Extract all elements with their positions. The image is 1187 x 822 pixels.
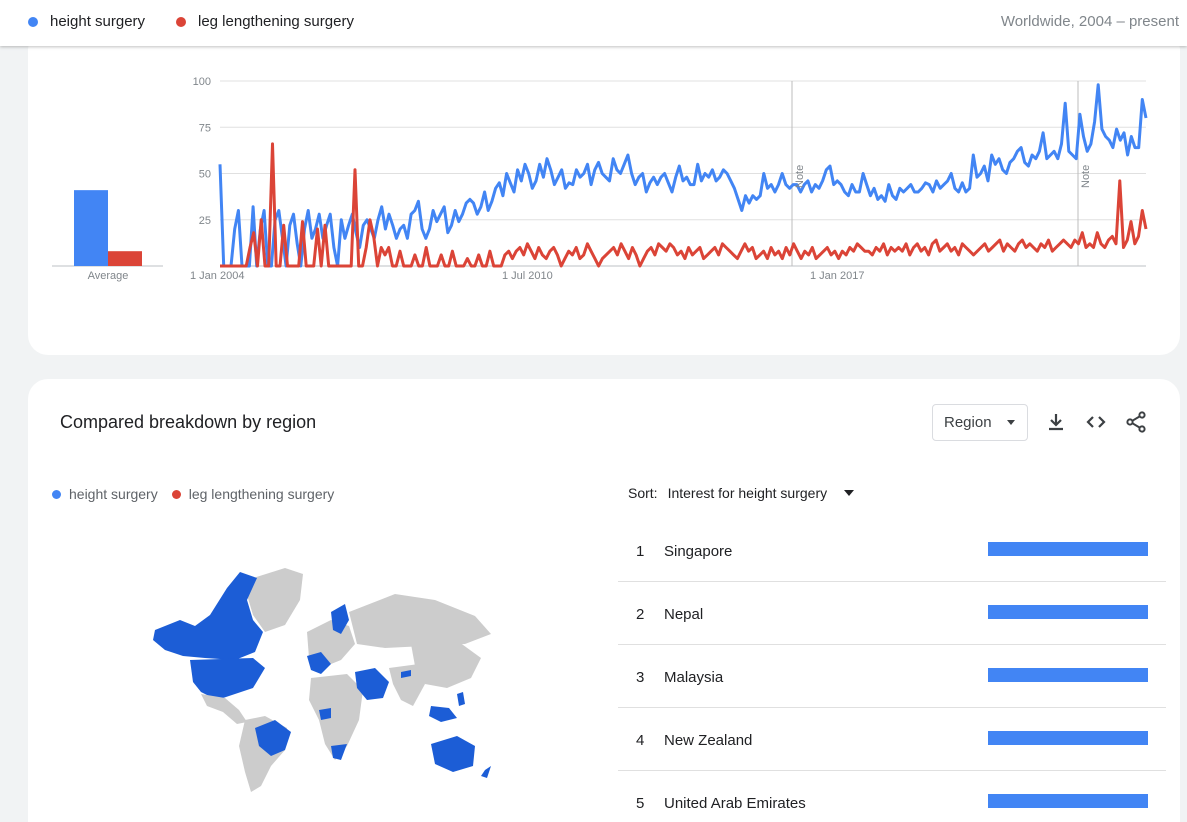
series-line-2[interactable]	[220, 142, 1148, 268]
average-bars	[52, 190, 163, 267]
embed-code-icon[interactable]	[1084, 410, 1108, 434]
map-united-states[interactable]	[190, 658, 265, 700]
world-map[interactable]	[135, 560, 505, 800]
axis-labels: 100 75 50 25 1 Jan 2004 1 Jul 2010 1 Jan 2017 N…	[88, 76, 1092, 282]
legend-item-leg-lengthening[interactable]: leg lengthening surgery	[176, 13, 354, 30]
ranking-row[interactable]: 5 United Arab Emirates	[618, 771, 1166, 822]
ranking-number: 1	[636, 543, 645, 560]
series1-dot-icon	[28, 16, 38, 27]
interest-over-time-chart[interactable]: 100 75 50 25 1 Jan 2004 1 Jul 2010 1 Jan 2017 N…	[0, 0, 1187, 300]
scope-label: Worldwide, 2004 – present	[1000, 13, 1179, 30]
legend-label-height-surgery: height surgery	[50, 13, 146, 30]
map-greenland[interactable]	[247, 568, 303, 632]
region-dropdown[interactable]: Region	[932, 404, 1028, 441]
download-icon[interactable]	[1044, 410, 1068, 434]
sort-label: Sort:	[628, 485, 658, 501]
y-tick-label: 25	[199, 215, 211, 227]
ranking-row[interactable]: 2 Nepal	[618, 582, 1166, 645]
chart-grid	[220, 80, 1146, 267]
ranking-bar	[988, 668, 1148, 682]
ranking-bar	[988, 794, 1148, 808]
sort-value: Interest for height surgery	[667, 485, 828, 501]
region-section-title: Compared breakdown by region	[60, 412, 317, 432]
x-tick-label: 1 Jan 2004	[190, 270, 244, 282]
note-label[interactable]: Note	[1080, 165, 1092, 188]
map-new-zealand[interactable]	[481, 766, 491, 778]
ranking-region-name: United Arab Emirates	[664, 795, 806, 812]
y-tick-label: 50	[199, 169, 211, 181]
ranking-bar	[988, 731, 1148, 745]
map-australia[interactable]	[431, 736, 475, 772]
region-legend-label-1: height surgery	[69, 486, 158, 502]
ranking-number: 4	[636, 732, 645, 749]
ranking-number: 3	[636, 669, 645, 686]
legend-item-height-surgery[interactable]: height surgery	[28, 13, 145, 30]
series2-dot-icon	[171, 489, 181, 499]
map-south-asia[interactable]	[389, 664, 425, 706]
map-canada[interactable]	[153, 572, 263, 660]
map-brazil[interactable]	[255, 720, 291, 756]
ranking-row[interactable]: 4 New Zealand	[618, 708, 1166, 771]
average-label: Average	[88, 270, 129, 282]
map-western-europe[interactable]	[307, 652, 331, 674]
map-africa[interactable]	[309, 674, 363, 760]
sort-control[interactable]: Sort: Interest for height surgery	[628, 485, 855, 501]
map-south-africa[interactable]	[331, 744, 347, 760]
dropdown-caret-icon	[1007, 420, 1015, 425]
series2-dot-icon	[176, 16, 186, 27]
map-scandinavia[interactable]	[331, 604, 349, 634]
map-mexico[interactable]	[201, 694, 247, 724]
average-bar[interactable]	[74, 190, 108, 266]
ranking-number: 2	[636, 606, 645, 623]
ranking-region-name: New Zealand	[664, 732, 753, 749]
share-icon[interactable]	[1124, 410, 1148, 434]
y-tick-label: 100	[193, 76, 211, 88]
ranking-row[interactable]: 1 Singapore	[618, 519, 1166, 582]
ranking-number: 5	[636, 795, 645, 812]
map-east-asia[interactable]	[411, 642, 481, 688]
ranking-bar	[988, 542, 1148, 556]
legend-label-leg-lengthening: leg lengthening surgery	[198, 13, 354, 30]
x-tick-label: 1 Jul 2010	[502, 270, 553, 282]
map-nepal[interactable]	[401, 670, 411, 678]
region-legend-label-2: leg lengthening surgery	[188, 486, 335, 502]
ranking-region-name: Singapore	[664, 543, 733, 560]
note-label[interactable]: Note	[794, 165, 806, 188]
region-dropdown-value: Region	[944, 414, 992, 431]
ranking-row[interactable]: 3 Malaysia	[618, 645, 1166, 708]
sort-caret-icon	[844, 490, 855, 496]
map-nigeria[interactable]	[319, 708, 331, 720]
x-tick-label: 1 Jan 2017	[810, 270, 864, 282]
ranking-region-name: Nepal	[664, 606, 704, 623]
ranking-bar	[988, 605, 1148, 619]
series-lines	[218, 83, 1148, 268]
comparison-legend-bar: height surgery leg lengthening surgery W…	[0, 0, 1187, 46]
map-russia[interactable]	[349, 594, 491, 648]
y-tick-label: 75	[199, 122, 211, 134]
average-bar[interactable]	[108, 251, 142, 266]
map-southeast-asia[interactable]	[429, 706, 457, 722]
series1-dot-icon	[52, 489, 61, 499]
ranking-region-name: Malaysia	[664, 669, 724, 686]
region-legend: height surgery leg lengthening surgery	[52, 486, 334, 502]
map-philippines[interactable]	[457, 692, 465, 706]
map-middle-east[interactable]	[355, 668, 389, 700]
